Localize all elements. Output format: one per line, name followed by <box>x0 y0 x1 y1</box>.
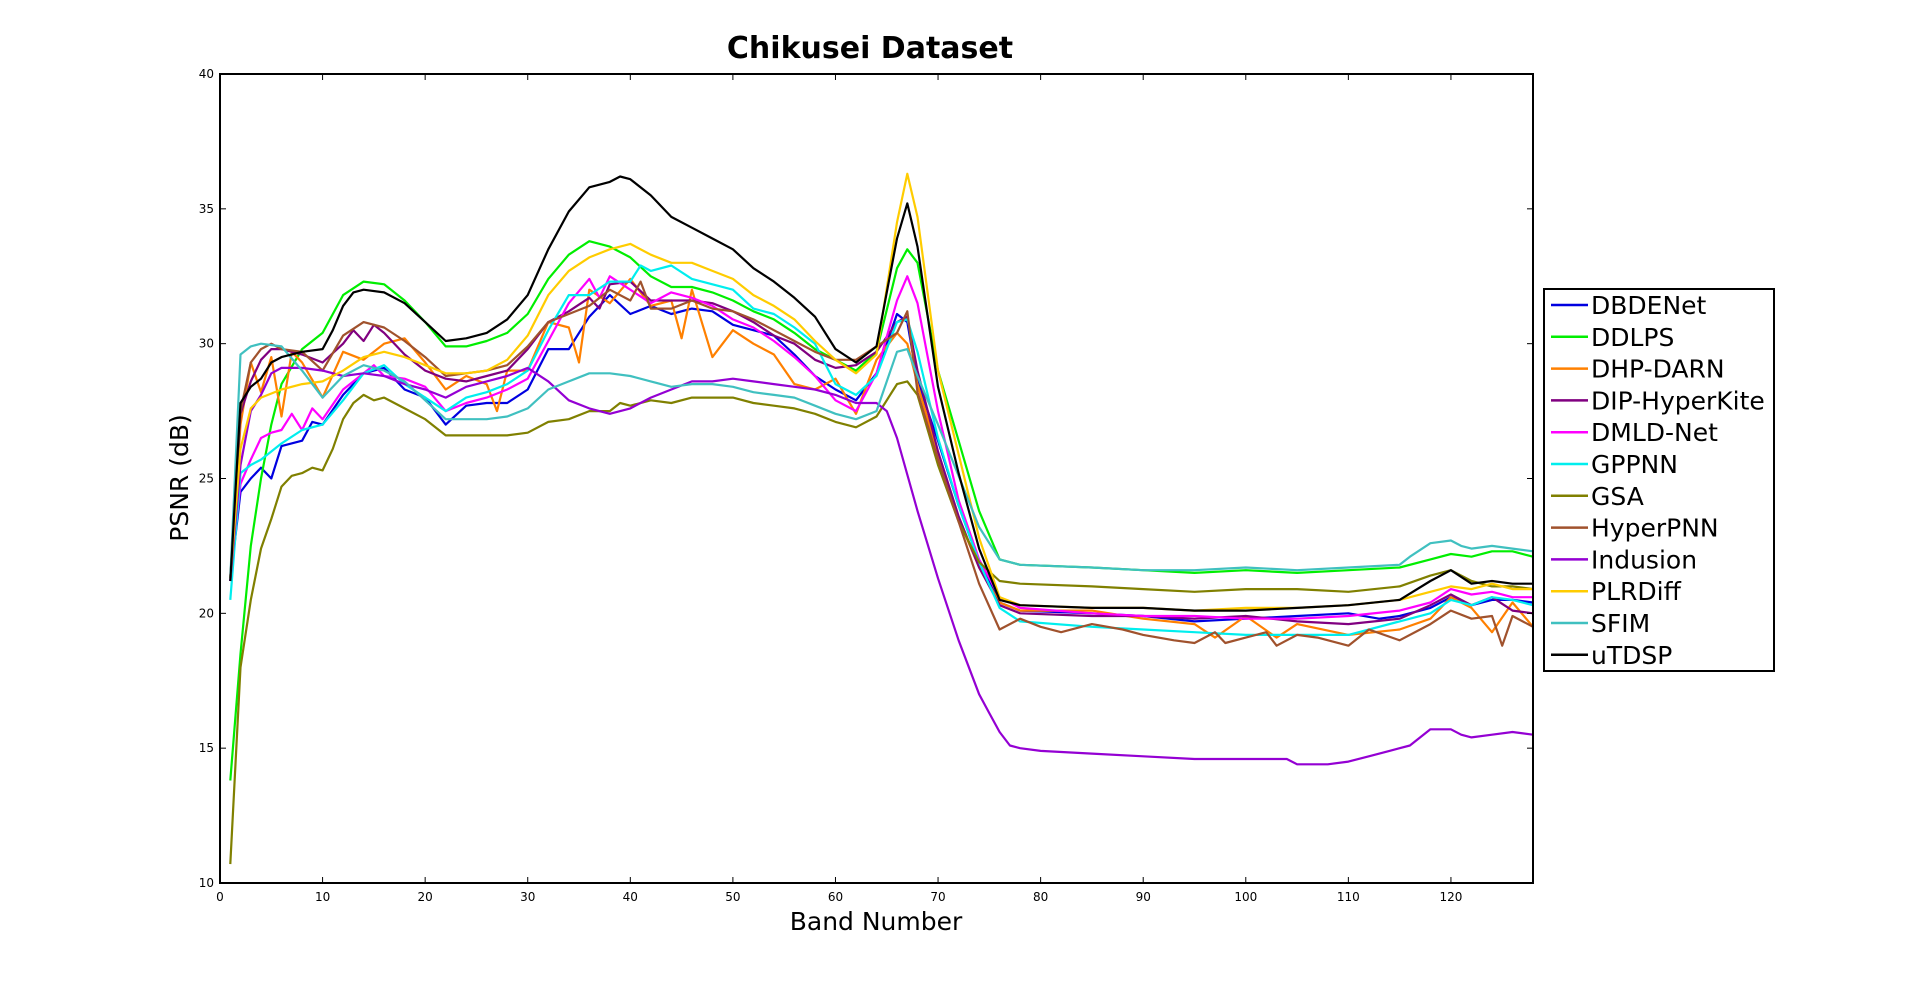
x-axis-ticks: 0 10 20 30 40 50 60 70 80 90 100 110 120 <box>216 74 1462 904</box>
y-tick-label: 10 <box>199 876 214 890</box>
legend-label: GSA <box>1591 482 1644 511</box>
legend-label: DHP-DARN <box>1591 355 1725 384</box>
legend-label: DDLPS <box>1591 323 1674 352</box>
x-tick-label: 60 <box>828 890 843 904</box>
y-tick-label: 35 <box>199 202 214 216</box>
x-tick-label: 30 <box>520 890 535 904</box>
x-tick-label: 80 <box>1033 890 1048 904</box>
series-line-gppnn <box>229 264 1534 636</box>
x-tick-label: 0 <box>216 890 224 904</box>
legend-box <box>1543 288 1775 672</box>
legend-label: uTDSP <box>1591 641 1672 670</box>
y-tick-label: 30 <box>199 337 214 351</box>
plot-lines <box>229 172 1534 865</box>
chart-title: Chikusei Dataset <box>727 31 1013 66</box>
legend-label: Indusion <box>1591 545 1697 574</box>
x-tick-label: 50 <box>725 890 740 904</box>
series-line-plrdiff <box>229 172 1533 612</box>
legend-label: DMLD-Net <box>1591 418 1718 447</box>
x-axis-label: Band Number <box>790 907 963 936</box>
x-tick-label: 40 <box>623 890 638 904</box>
x-tick-label: 90 <box>1136 890 1151 904</box>
legend-label: HyperPNN <box>1591 514 1719 543</box>
x-tick-label: 70 <box>930 890 945 904</box>
series-line-sfim <box>229 342 1534 579</box>
x-tick-label: 110 <box>1337 890 1360 904</box>
y-tick-label: 20 <box>199 606 214 620</box>
y-axis-label: PSNR (dB) <box>165 414 194 542</box>
legend-label: PLRDiff <box>1591 577 1682 606</box>
x-tick-label: 20 <box>418 890 433 904</box>
x-tick-label: 10 <box>315 890 330 904</box>
series-line-utdsp <box>229 175 1533 612</box>
legend-label: SFIM <box>1591 609 1650 638</box>
series-line-gsa <box>229 380 1534 865</box>
series-line-ddlps <box>229 240 1534 781</box>
legend-label: GPPNN <box>1591 450 1678 479</box>
legend-label: DIP-HyperKite <box>1591 386 1765 415</box>
plot-area-frame <box>219 73 1534 884</box>
x-tick-label: 100 <box>1234 890 1257 904</box>
series-line-indusion <box>229 366 1534 766</box>
y-tick-label: 15 <box>199 741 214 755</box>
series-line-dmld-net <box>229 275 1533 620</box>
series-line-dbdenet <box>229 294 1534 623</box>
series-line-hyperpnn <box>229 280 1534 647</box>
x-tick-label: 120 <box>1439 890 1462 904</box>
y-tick-label: 25 <box>199 472 214 486</box>
legend-label: DBDENet <box>1591 291 1707 320</box>
y-tick-label: 40 <box>199 67 214 81</box>
y-axis-ticks: 10 15 20 25 30 35 40 <box>199 67 1533 890</box>
